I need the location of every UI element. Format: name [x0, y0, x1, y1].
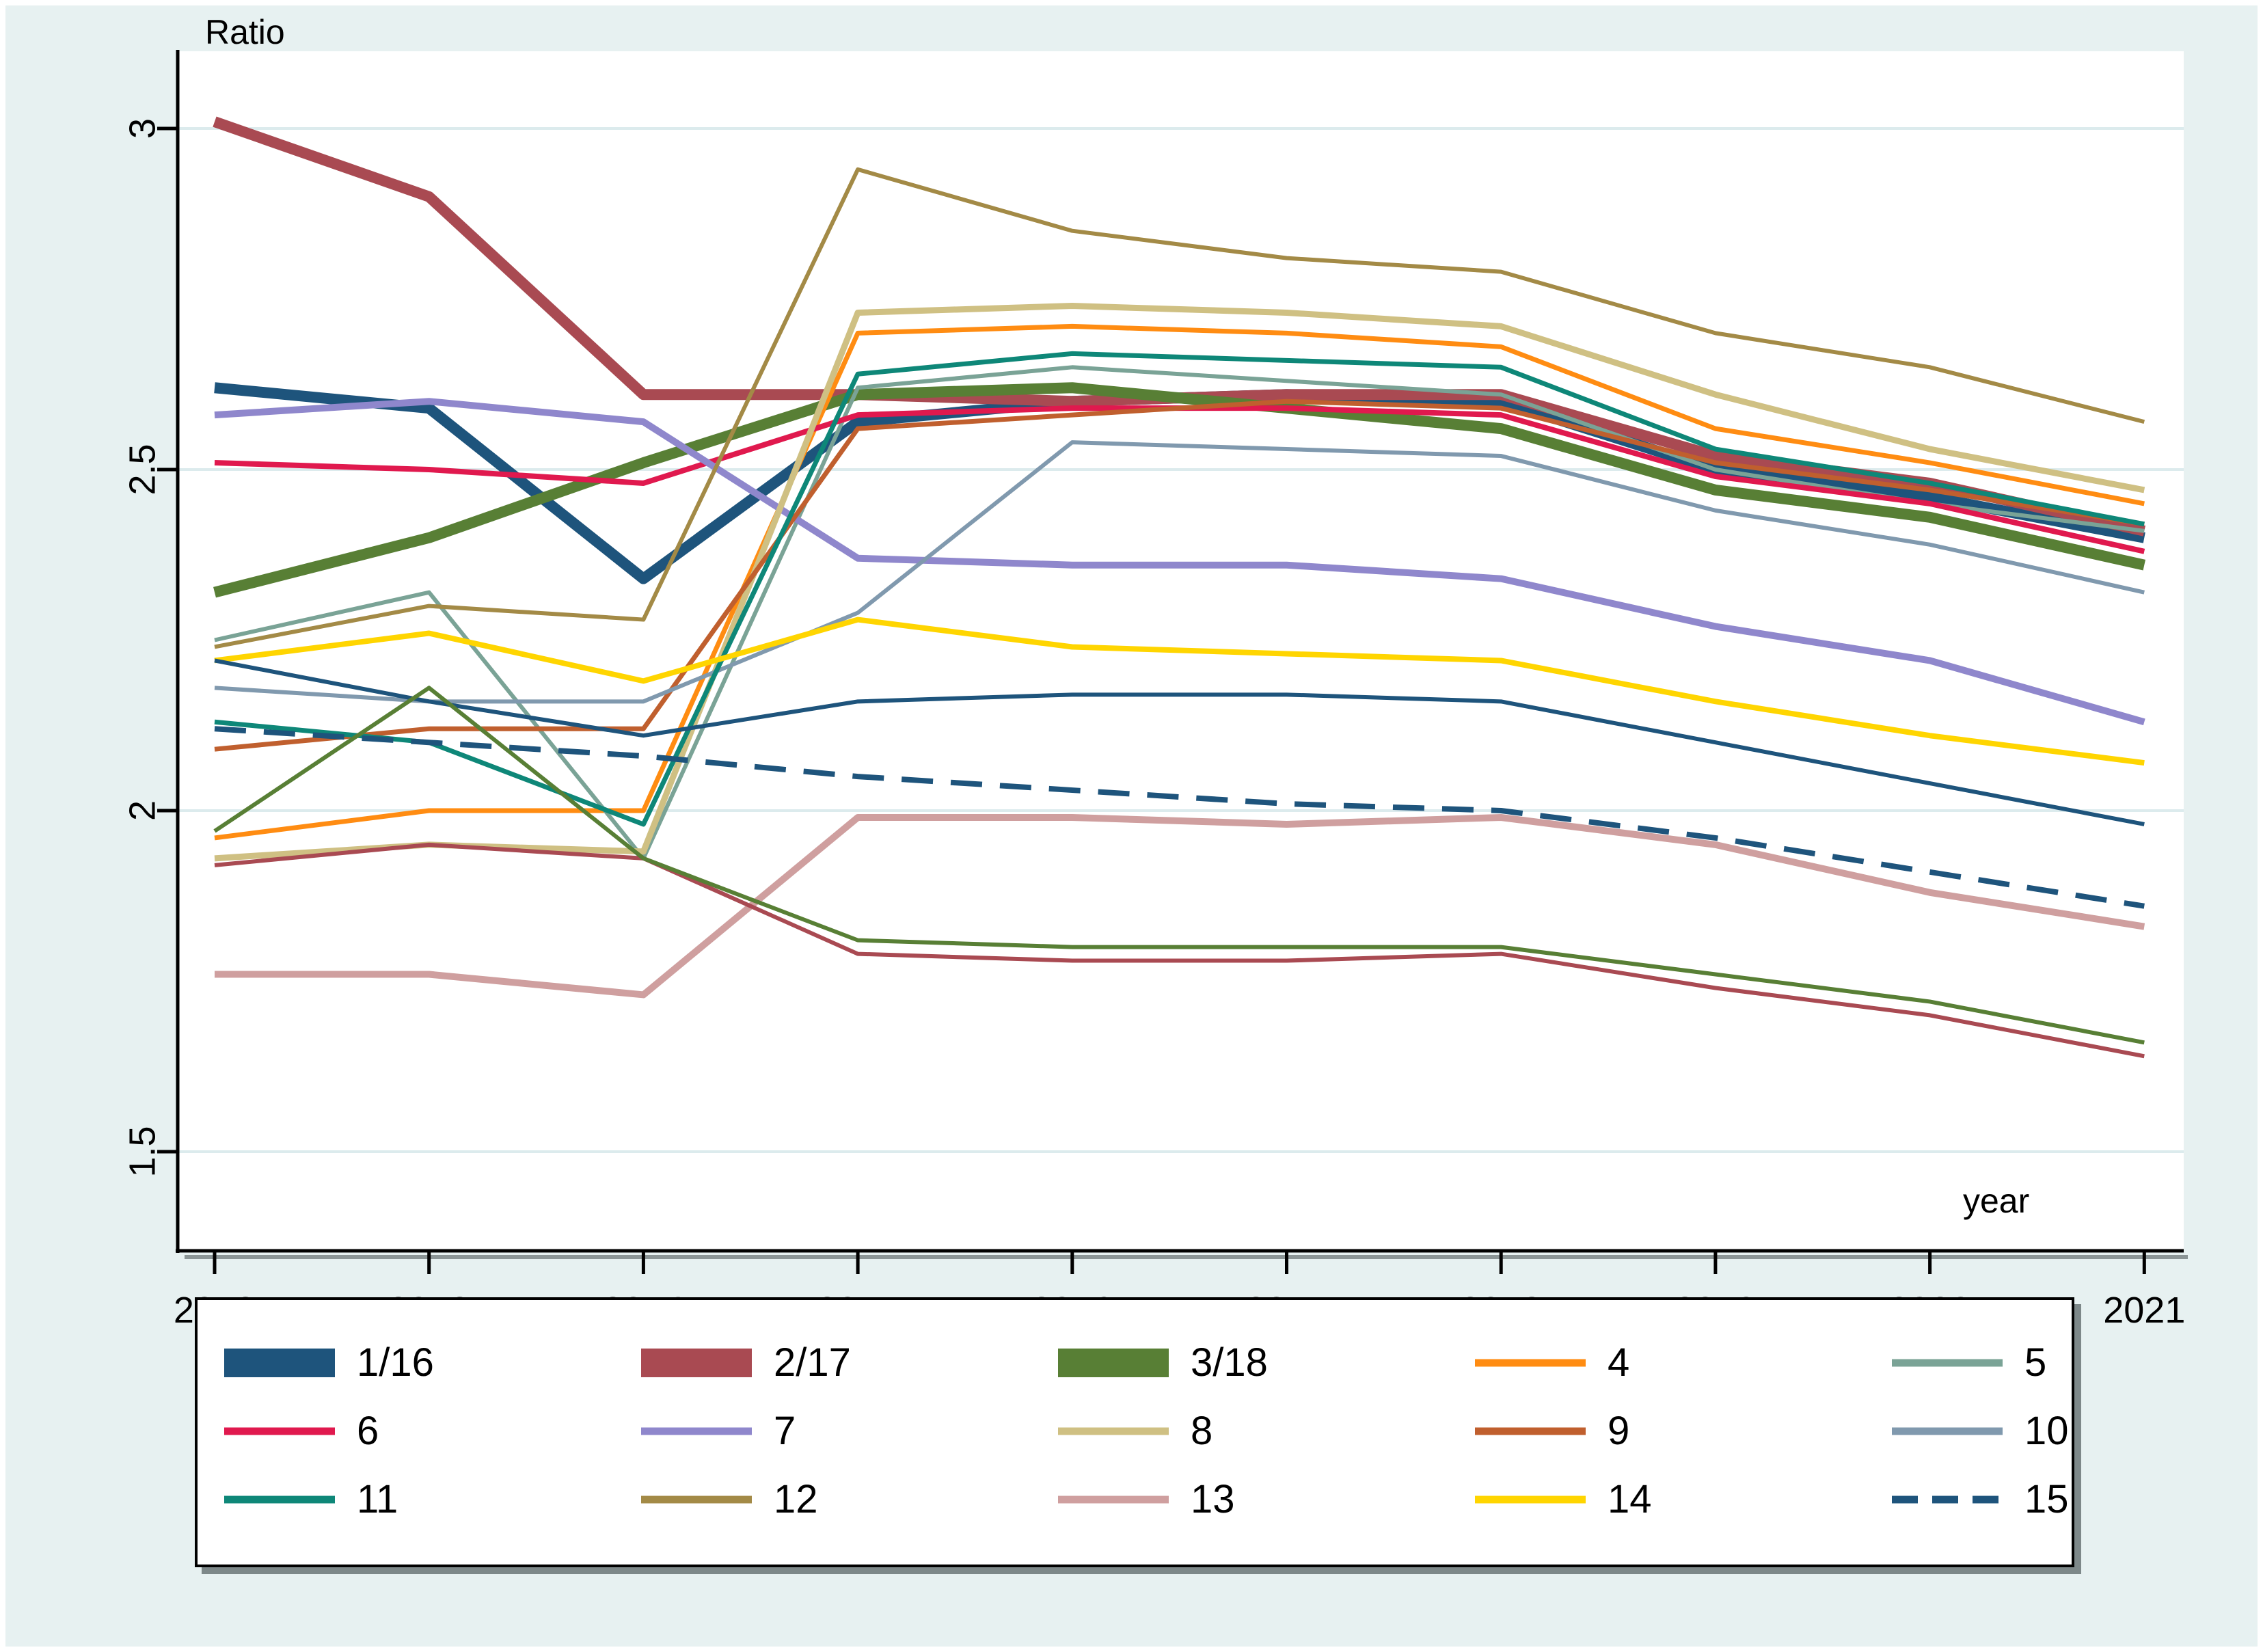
legend-swatch-icon	[1058, 1349, 1169, 1377]
series-line-3	[213, 382, 2146, 598]
series-line-10	[214, 440, 2145, 704]
legend-item-9: 9	[1472, 1397, 1889, 1465]
legend-swatch-icon	[224, 1495, 335, 1504]
legend-item-8: 8	[1055, 1397, 1472, 1465]
series-line-13	[215, 813, 2145, 999]
legend-item-11: 11	[221, 1465, 638, 1534]
legend-item-4: 4	[1472, 1329, 1889, 1397]
legend-swatch-icon	[1892, 1359, 2003, 1367]
series-line-15	[214, 726, 2145, 909]
legend-label: 3/18	[1191, 1340, 1268, 1385]
series-line-8	[214, 302, 2145, 862]
series-line-5	[214, 365, 2145, 861]
x-axis-title: year	[1963, 1182, 2030, 1220]
series-line-14	[214, 617, 2145, 766]
legend-swatch-icon	[1892, 1495, 2003, 1504]
legend-label: 2/17	[774, 1340, 851, 1385]
legend-label: 6	[357, 1409, 379, 1453]
series-line-12	[214, 167, 2145, 649]
y-tick-label: 3	[122, 118, 163, 139]
series-line-11	[214, 351, 2145, 827]
legend-label: 5	[2024, 1340, 2047, 1385]
legend-item-6: 6	[221, 1397, 638, 1465]
series-line-7	[214, 398, 2145, 726]
legend-swatch-icon	[641, 1427, 752, 1435]
legend-swatch-icon	[1475, 1427, 1586, 1435]
legend-label: 14	[1608, 1477, 1652, 1521]
legend: 1/16 2/17 3/18 4 5 6 7 8 9 10 11 12 13 14 15	[195, 1297, 2074, 1567]
series-line-9	[214, 398, 2145, 752]
legend-label: 13	[1191, 1477, 1235, 1521]
legend-swatch-icon	[1058, 1427, 1169, 1435]
legend-item-14: 14	[1472, 1465, 1889, 1534]
y-tick-label: 2	[122, 800, 163, 821]
legend-item-2-17: 2/17	[638, 1329, 1055, 1397]
legend-label: 7	[774, 1409, 796, 1453]
legend-swatch-icon	[641, 1349, 752, 1377]
y-tick-label: 1.5	[122, 1126, 163, 1177]
legend-item-5: 5	[1889, 1329, 2072, 1397]
y-tick-label: 2.5	[122, 444, 163, 495]
legend-swatch-icon	[1892, 1427, 2003, 1435]
legend-swatch-icon	[1058, 1495, 1169, 1504]
legend-item-3-18: 3/18	[1055, 1329, 1472, 1397]
legend-label: 11	[357, 1477, 398, 1521]
legend-label: 1/16	[357, 1340, 434, 1385]
legend-label: 12	[774, 1477, 818, 1521]
legend-item-13: 13	[1055, 1465, 1472, 1534]
legend-swatch-icon	[1475, 1495, 1586, 1504]
legend-item-15: 15	[1889, 1465, 2072, 1534]
series-line-18	[213, 686, 2145, 1045]
legend-swatch-icon	[224, 1427, 335, 1435]
legend-label: 9	[1608, 1409, 1630, 1453]
legend-label: 8	[1191, 1409, 1213, 1453]
series-line-4	[214, 323, 2145, 841]
legend-item-1-16: 1/16	[221, 1329, 638, 1397]
legend-swatch-icon	[641, 1495, 752, 1504]
legend-label: 15	[2024, 1477, 2069, 1521]
legend-swatch-icon	[1475, 1359, 1586, 1367]
legend-label: 4	[1608, 1340, 1630, 1385]
series-line-1	[214, 382, 2145, 584]
legend-swatch-icon	[224, 1349, 335, 1377]
legend-item-10: 10	[1889, 1397, 2072, 1465]
legend-item-12: 12	[638, 1465, 1055, 1534]
legend-label: 10	[2024, 1409, 2069, 1453]
series-line-17	[214, 842, 2145, 1059]
x-tick-label: 2021	[2103, 1290, 2185, 1331]
series-line-16	[214, 658, 2145, 826]
legend-item-7: 7	[638, 1397, 1055, 1465]
y-axis-title: Ratio	[205, 13, 285, 51]
